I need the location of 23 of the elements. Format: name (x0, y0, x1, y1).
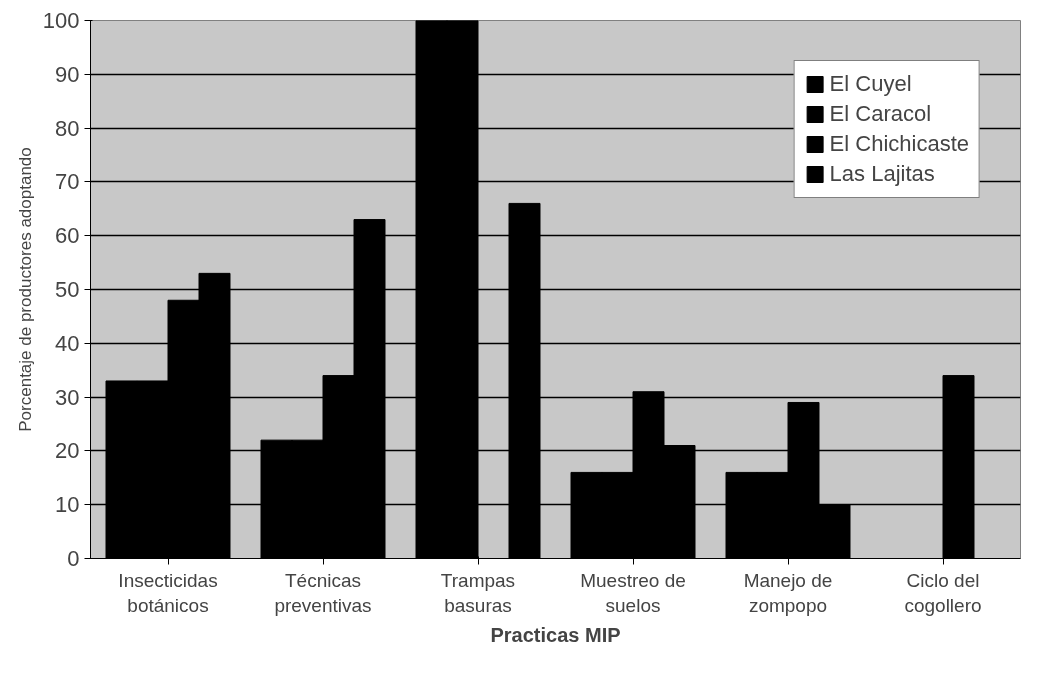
y-tick-label: 90 (55, 61, 80, 87)
legend-label: El Caracol (829, 101, 932, 127)
y-tick-label: 100 (42, 8, 80, 33)
y-tick-label: 80 (55, 115, 80, 141)
x-tick-label: Trampas basuras (440, 569, 516, 616)
y-tick-label: 70 (55, 169, 80, 195)
x-tick-label: Muestreo de suelos (580, 569, 686, 616)
legend-label: El Cuyel (829, 71, 912, 97)
x-tick-label: Insecticidas botánicos (118, 569, 218, 616)
y-axis-title: Porcentaje de productores adoptando (15, 147, 35, 432)
y-tick-label: 40 (55, 330, 80, 356)
y-tick-label: 60 (55, 223, 80, 249)
y-tick-label: 20 (55, 438, 80, 464)
x-tick-label: Ciclo del cogollero (904, 569, 982, 616)
x-tick-label: Manejo de zompopo (743, 569, 833, 616)
y-tick-label: 50 (55, 277, 80, 302)
legend-label: Las Lajitas (829, 161, 935, 187)
x-axis-title: Practicas MIP (490, 623, 621, 646)
x-tick-label: Técnicas preventivas (274, 569, 372, 616)
y-tick-label: 10 (55, 492, 80, 518)
y-tick-label: 0 (67, 546, 80, 571)
legend-label: El Chichicaste (829, 131, 969, 157)
y-tick-label: 30 (55, 384, 80, 410)
